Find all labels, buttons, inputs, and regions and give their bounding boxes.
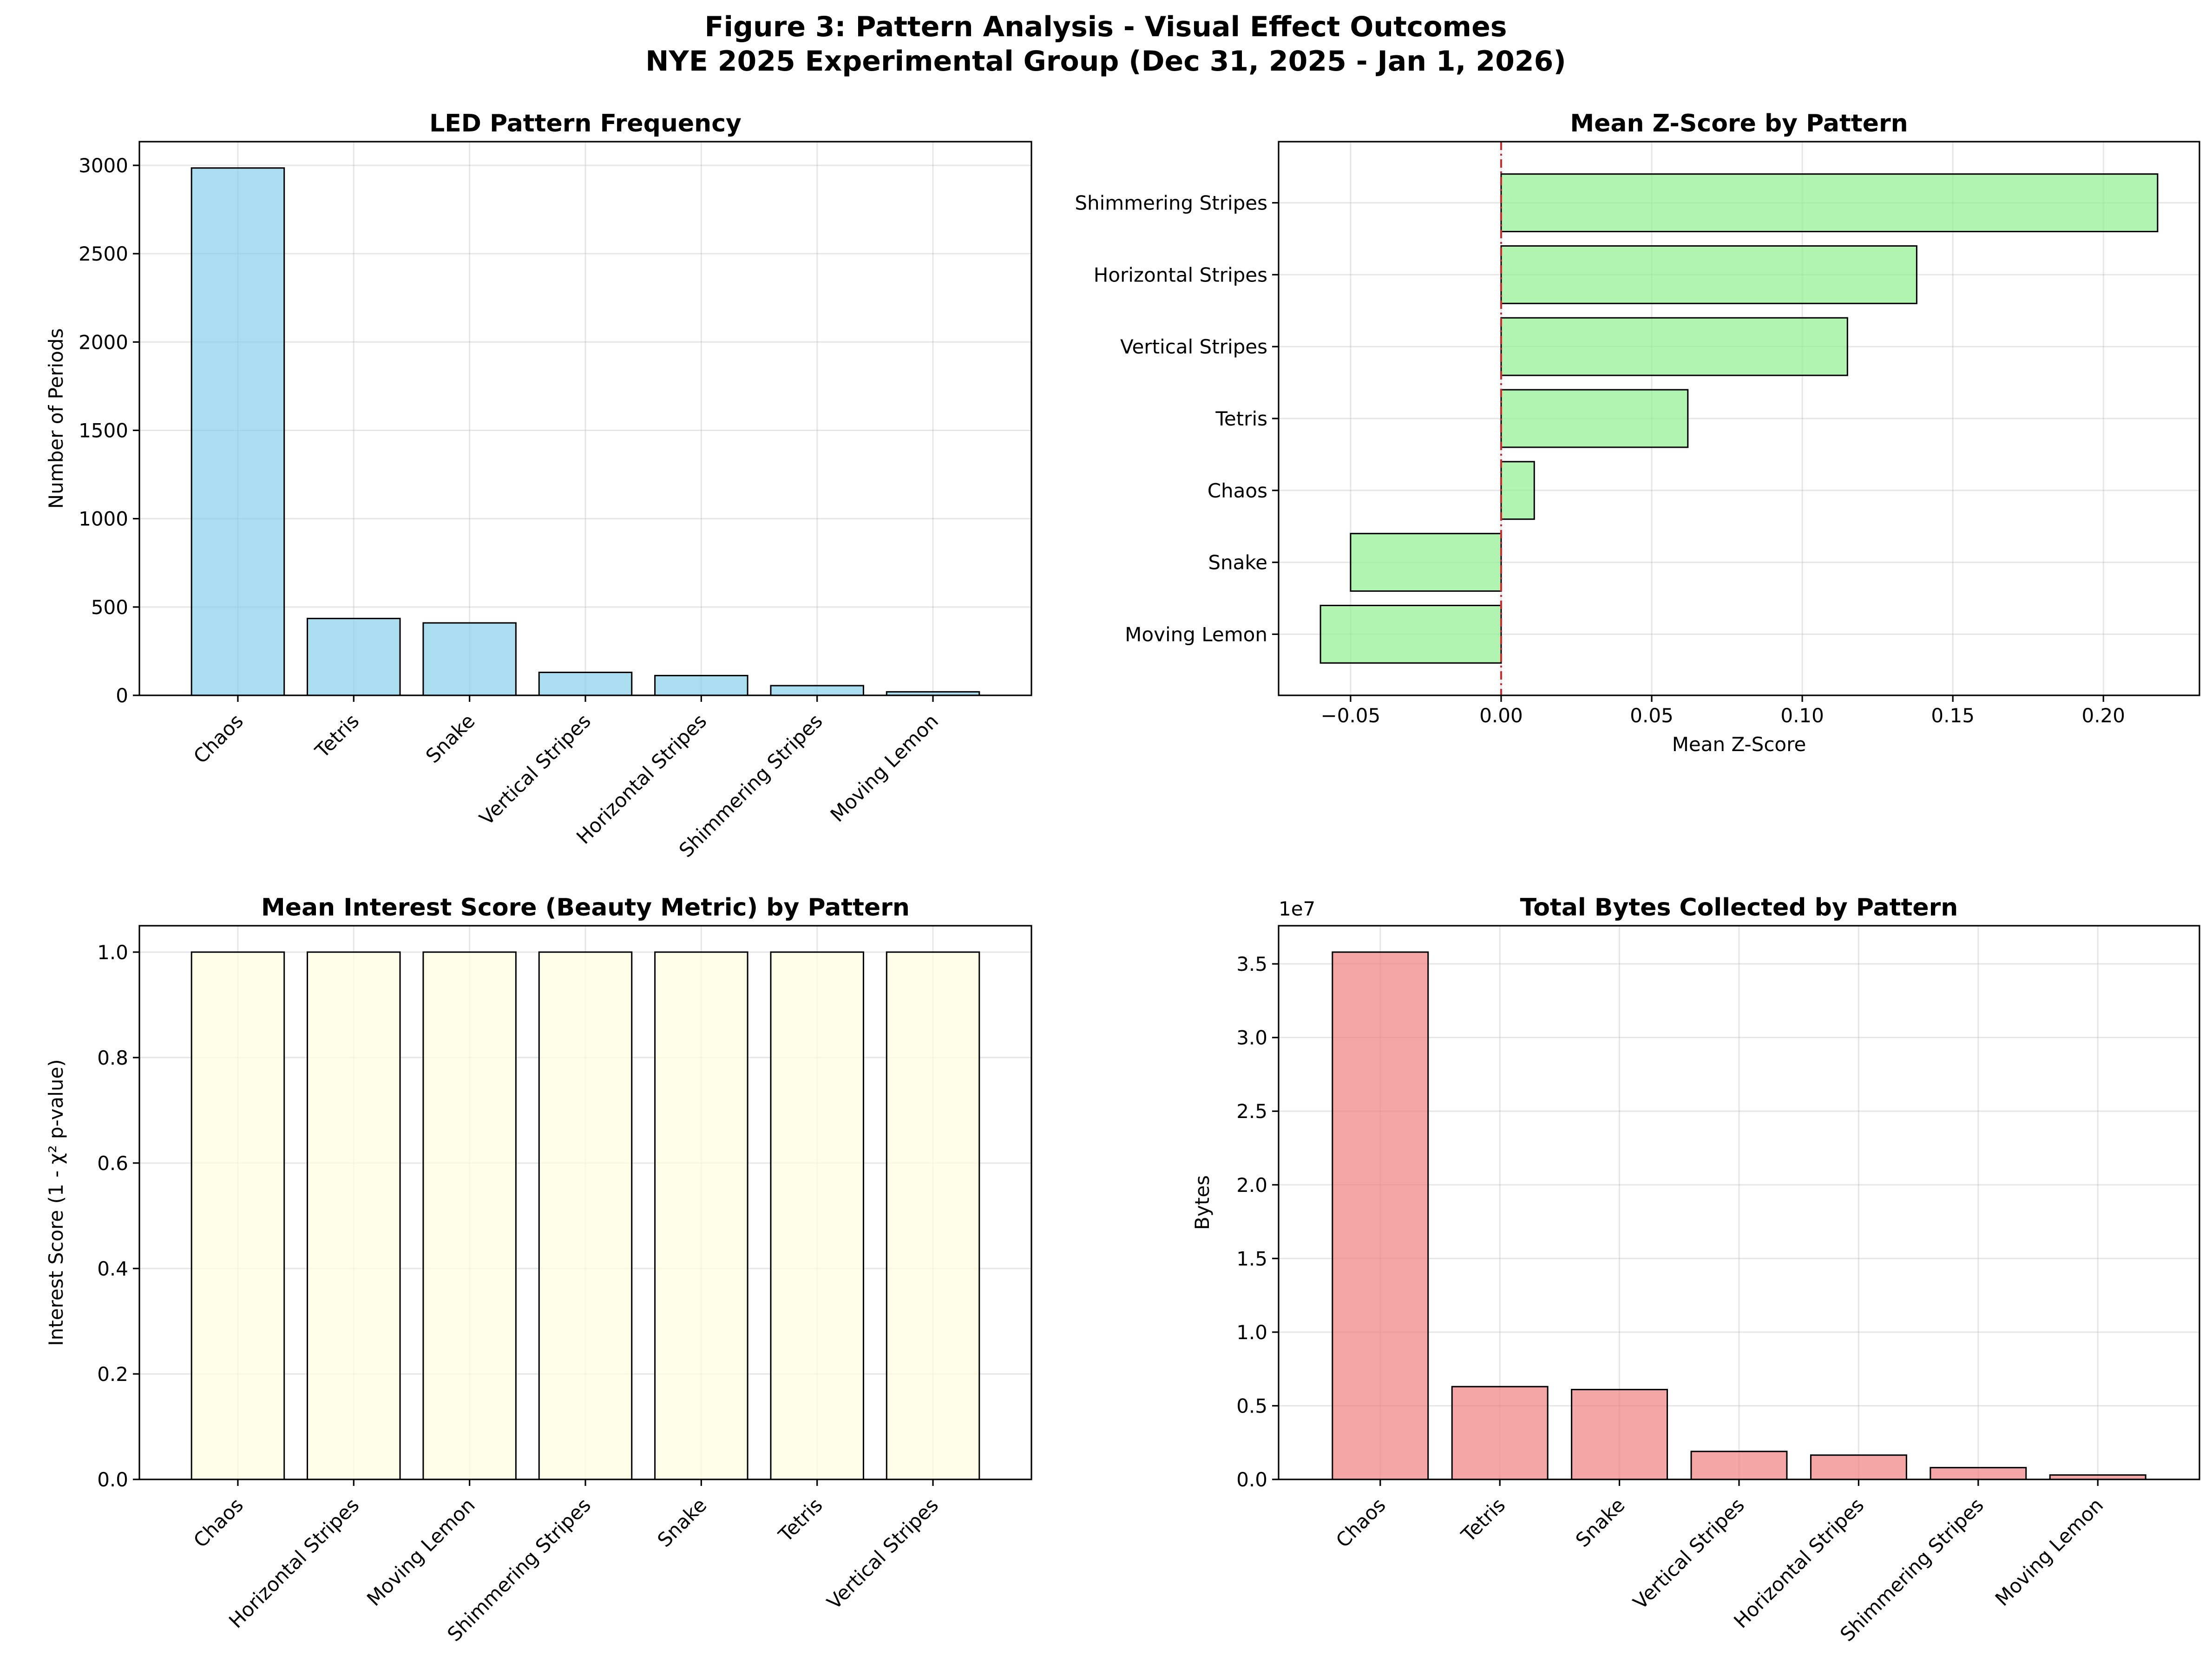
p3-bar-vertical-stripes [1690,1451,1788,1480]
p3-ytick-label-2: 1.0 [1236,1321,1267,1344]
p0-xtick-label-vertical-stripes: Vertical Stripes [475,709,595,830]
p3-chart-title: Total Bytes Collected by Pattern [1520,894,1958,922]
p2-y-axis-label: Interest Score (1 - χ² p-value) [45,1059,67,1346]
figure-title-line1: Figure 3: Pattern Analysis - Visual Effe… [705,11,1507,43]
p0-bar-tetris [307,618,401,696]
p1-bar-snake [1350,533,1502,592]
p1-xtick-label-5: 0.20 [2081,704,2125,727]
p1-ytick-label-snake: Snake [1208,551,1267,574]
p1-ytick-label-vertical-stripes: Vertical Stripes [1120,335,1267,358]
total-bytes-chart: 0.0 0.5 1.0 1.5 2.0 2.5 3.0 3.5 Chaos Tetris Snake… [1191,894,2200,1646]
p0-ytick-label-2: 1000 [79,508,128,530]
p1-ytick-label-moving-lemon: Moving Lemon [1125,623,1267,646]
p2-xtick-label-moving-lemon: Moving Lemon [362,1493,479,1610]
led-pattern-frequency-chart: 0 500 1000 1500 2000 2500 3000 Chaos Tetris Snake… [45,110,1032,862]
p3-offset-label: 1e7 [1279,897,1315,920]
p3-y-axis-label: Bytes [1191,1175,1214,1230]
p0-bar-vertical-stripes [538,672,633,696]
p1-xtick-label-2: 0.05 [1630,704,1674,727]
p0-ytick-label-5: 2500 [79,242,128,265]
p2-chart-title: Mean Interest Score (Beauty Metric) by P… [261,894,910,922]
p0-chart-title: LED Pattern Frequency [429,110,742,137]
p1-xtick-label-4: 0.15 [1931,704,1975,727]
p1-bar-horizontal-stripes [1500,245,1917,304]
p1-ytick-label-shimmering-stripes: Shimmering Stripes [1075,192,1267,215]
p3-bar-shimmering-stripes [1930,1467,2027,1480]
p1-xtick-label-0: −0.05 [1321,704,1381,727]
p2-bar-tetris [770,951,864,1480]
p3-ytick-label-0: 0.0 [1236,1468,1267,1491]
p2-xtick-label-tetris: Tetris [774,1493,827,1546]
p2-ytick-label-1: 0.2 [97,1363,128,1386]
p0-xtick-label-snake: Snake [421,709,479,767]
p3-ytick-label-6: 3.0 [1236,1027,1267,1049]
p2-ytick-label-4: 0.8 [97,1047,128,1069]
p2-xtick-label-snake: Snake [653,1493,711,1551]
p0-bar-horizontal-stripes [654,674,748,696]
p2-bar-moving-lemon [422,951,517,1480]
p1-x-axis-label: Mean Z-Score [1672,733,1806,756]
p1-ytick-label-chaos: Chaos [1208,479,1267,502]
p3-bar-tetris [1451,1386,1549,1480]
p1-ytick-label-tetris: Tetris [1215,407,1267,430]
figure-title-line2: NYE 2025 Experimental Group (Dec 31, 202… [645,45,1566,78]
p3-ytick-label-5: 2.5 [1236,1100,1267,1123]
p0-bar-shimmering-stripes [770,685,864,696]
p1-xtick-label-1: 0.00 [1479,704,1523,727]
p2-bar-horizontal-stripes [307,951,401,1480]
p0-ytick-label-0: 0 [116,684,128,707]
p3-ytick-label-1: 0.5 [1236,1394,1267,1417]
p1-xtick-label-3: 0.10 [1780,704,1824,727]
p2-bar-snake [654,951,748,1480]
p2-xtick-label-chaos: Chaos [189,1493,248,1552]
p1-bar-shimmering-stripes [1500,173,2159,233]
p0-xtick-label-tetris: Tetris [310,709,363,762]
mean-z-score-chart: −0.05 0.00 0.05 0.10 0.15 0.20 Moving Lemon Sna… [1075,110,2200,756]
p3-bar-snake [1571,1389,1668,1480]
p3-bar-chaos [1332,951,1429,1480]
p1-chart-title: Mean Z-Score by Pattern [1570,110,1908,137]
p2-xtick-label-vertical-stripes: Vertical Stripes [822,1493,943,1614]
p1-ytick-label-horizontal-stripes: Horizontal Stripes [1094,263,1267,286]
p0-y-axis-label: Number of Periods [45,328,67,509]
p1-bar-tetris [1500,389,1689,448]
p2-ytick-label-3: 0.6 [97,1152,128,1175]
p3-ytick-label-7: 3.5 [1236,953,1267,975]
p1-bar-chaos [1500,461,1535,520]
p3-xtick-label-vertical-stripes: Vertical Stripes [1628,1493,1749,1614]
p0-xtick-label-moving-lemon: Moving Lemon [826,709,943,826]
p3-xtick-label-snake: Snake [1571,1493,1629,1551]
p0-bar-snake [422,622,517,696]
p3-ytick-label-3: 1.5 [1236,1247,1267,1270]
p0-xtick-label-chaos: Chaos [189,709,248,768]
p0-ytick-label-1: 500 [91,596,128,619]
p2-bar-shimmering-stripes [538,951,633,1480]
p2-ytick-label-5: 1.0 [97,941,128,964]
p1-bar-vertical-stripes [1500,317,1848,376]
p3-ytick-label-4: 2.0 [1236,1174,1267,1197]
p2-bar-chaos [190,951,285,1480]
p3-bar-horizontal-stripes [1810,1454,1907,1480]
p0-bar-chaos [190,167,285,696]
p0-xtick-label-horizontal-stripes: Horizontal Stripes [572,709,711,848]
p0-ytick-label-4: 2000 [79,331,128,353]
p2-ytick-label-2: 0.4 [97,1257,128,1280]
p0-ytick-label-3: 1500 [79,419,128,442]
p1-bar-moving-lemon [1319,604,1502,664]
p2-xtick-label-horizontal-stripes: Horizontal Stripes [224,1493,363,1632]
p3-xtick-label-tetris: Tetris [1457,1493,1510,1546]
p3-xtick-label-horizontal-stripes: Horizontal Stripes [1729,1493,1868,1632]
p0-ytick-label-6: 3000 [79,154,128,177]
p3-xtick-label-moving-lemon: Moving Lemon [1991,1493,2108,1610]
p2-bar-vertical-stripes [886,951,980,1480]
p2-ytick-label-0: 0.0 [97,1468,128,1491]
p3-xtick-label-chaos: Chaos [1332,1493,1390,1552]
